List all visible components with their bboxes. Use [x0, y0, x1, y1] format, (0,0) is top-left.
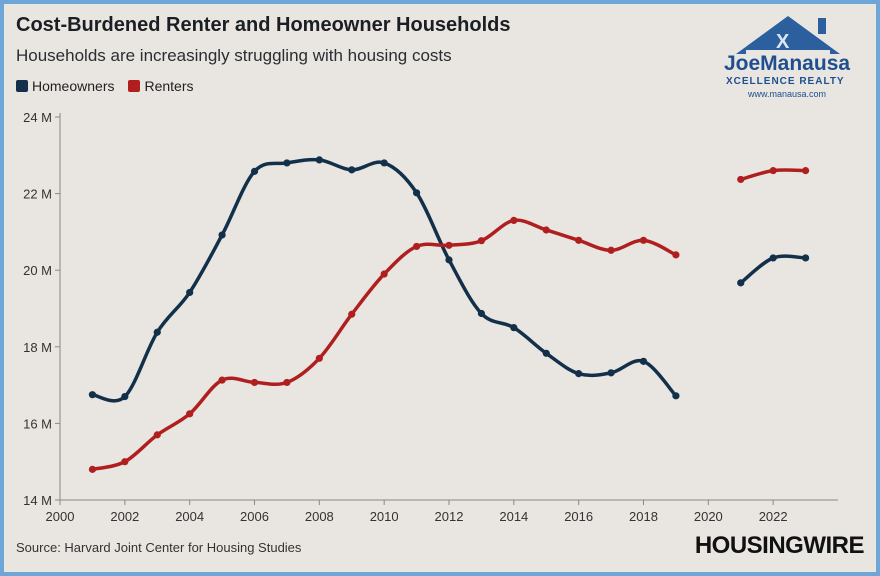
svg-text:X: X	[776, 31, 790, 53]
logo-url: www.manausa.com	[748, 89, 827, 99]
data-point-renters	[542, 226, 550, 234]
data-point-renters	[88, 465, 97, 473]
data-point-renters	[672, 251, 680, 259]
data-point-homeowners	[412, 189, 421, 197]
data-point-homeowners	[672, 392, 680, 400]
data-point-renters	[250, 378, 259, 387]
data-point-homeowners	[315, 156, 323, 164]
data-point-homeowners	[283, 159, 291, 167]
data-point-renters	[380, 270, 388, 278]
y-tick-label: 14 M	[23, 493, 52, 508]
data-point-homeowners	[218, 231, 226, 239]
x-tick-label: 2008	[305, 509, 334, 524]
data-point-homeowners	[575, 370, 583, 378]
data-point-homeowners	[348, 166, 356, 174]
data-point-homeowners	[801, 254, 810, 262]
source-note: Source: Harvard Joint Center for Housing…	[16, 540, 302, 555]
data-point-renters	[153, 431, 161, 439]
data-point-homeowners	[607, 369, 615, 377]
data-point-homeowners	[477, 309, 486, 318]
x-tick-label: 2018	[629, 509, 658, 524]
legend-label-homeowners: Homeowners	[32, 78, 115, 94]
data-point-renters	[348, 310, 356, 318]
x-tick-label: 2002	[110, 509, 139, 524]
data-point-renters	[801, 167, 810, 175]
data-point-homeowners	[737, 279, 745, 287]
data-point-renters	[737, 175, 745, 184]
legend: Homeowners Renters	[16, 78, 194, 94]
logo-subtitle: XCELLENCE REALTY	[726, 76, 845, 87]
data-point-homeowners	[445, 256, 453, 264]
y-tick-label: 22 M	[23, 187, 52, 202]
chart-frame: Cost-Burdened Renter and Homeowner House…	[4, 4, 876, 572]
data-point-renters	[412, 242, 421, 251]
data-point-renters	[769, 167, 777, 175]
y-tick-label: 18 M	[23, 340, 52, 355]
x-tick-label: 2014	[499, 509, 528, 524]
data-point-renters	[186, 410, 194, 418]
data-point-renters	[315, 354, 323, 362]
y-tick-label: 16 M	[23, 416, 52, 431]
data-point-homeowners	[88, 391, 97, 399]
data-point-renters	[121, 458, 129, 466]
data-point-renters	[607, 246, 615, 254]
legend-label-renters: Renters	[144, 78, 194, 94]
data-point-homeowners	[380, 159, 388, 167]
data-point-renters	[639, 236, 648, 244]
data-point-renters	[575, 236, 583, 244]
data-point-homeowners	[186, 288, 194, 297]
data-point-homeowners	[639, 357, 648, 365]
data-point-homeowners	[542, 349, 550, 357]
data-point-renters	[218, 376, 226, 384]
legend-swatch-renters	[128, 80, 141, 92]
data-point-renters	[283, 378, 291, 387]
data-point-homeowners	[153, 328, 161, 336]
legend-swatch-homeowners	[16, 80, 28, 92]
data-point-renters	[510, 216, 518, 225]
y-tick-label: 24 M	[23, 110, 52, 125]
data-point-homeowners	[250, 167, 259, 175]
x-tick-label: 2012	[435, 509, 464, 524]
legend-item-renters: Renters	[128, 78, 194, 94]
logo-name: JoeManausa	[724, 52, 851, 75]
housingwire-logo: HOUSINGWIRE	[694, 532, 865, 559]
legend-item-homeowners: Homeowners	[16, 78, 114, 94]
series-line-renters-0	[90, 218, 678, 472]
y-tick-label: 20 M	[23, 263, 52, 278]
chart-subtitle: Households are increasingly struggling w…	[16, 46, 452, 65]
brand-logo: X JoeManausa XCELLENCE REALTY www.manaus…	[718, 10, 858, 102]
series-line-homeowners-0	[90, 157, 678, 403]
data-point-renters	[477, 237, 486, 245]
data-point-renters	[445, 241, 453, 249]
chart-title: Cost-Burdened Renter and Homeowner House…	[16, 14, 511, 36]
x-tick-label: 2004	[175, 509, 204, 524]
x-tick-label: 2010	[370, 509, 399, 524]
x-tick-label: 2016	[564, 509, 593, 524]
x-tick-label: 2022	[759, 509, 788, 524]
data-point-homeowners	[769, 254, 777, 262]
data-point-homeowners	[121, 392, 129, 401]
x-tick-label: 2020	[694, 509, 723, 524]
house-logo-icon: X	[736, 16, 840, 54]
data-point-homeowners	[510, 324, 518, 332]
x-tick-label: 2000	[46, 509, 75, 524]
x-tick-label: 2006	[240, 509, 269, 524]
